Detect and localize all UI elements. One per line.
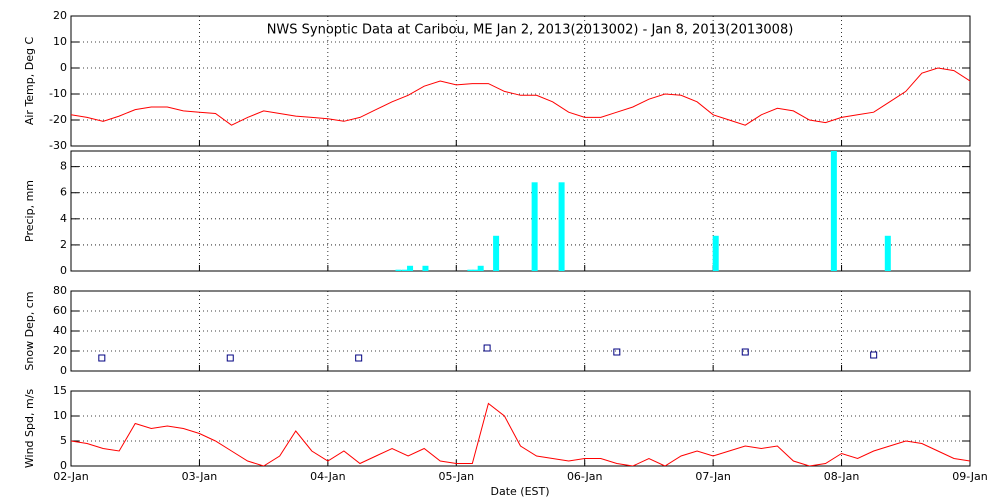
x-tick-label: 09-Jan: [952, 470, 988, 483]
point: [741, 348, 749, 356]
y-tick-label: 40: [53, 324, 67, 337]
bar: [467, 269, 474, 271]
plot-frame: [70, 150, 971, 272]
y-tick-label: 15: [53, 384, 67, 397]
line: [71, 67, 970, 126]
y-axis-label: Precip, mm: [23, 180, 36, 242]
y-tick-label: 0: [60, 61, 67, 74]
y-tick-label: 6: [60, 186, 67, 199]
point: [870, 351, 878, 359]
y-tick-label: 2: [60, 238, 67, 251]
y-tick-label: 10: [53, 35, 67, 48]
bar: [477, 265, 484, 271]
bar: [401, 269, 408, 271]
y-tick-label: 5: [60, 434, 67, 447]
bar: [830, 151, 837, 271]
plot-frame: [70, 290, 971, 372]
y-tick-label: 10: [53, 409, 67, 422]
point: [613, 348, 621, 356]
x-tick-label: 02-Jan: [53, 470, 89, 483]
x-tick-label: 07-Jan: [695, 470, 731, 483]
y-axis-label: Snow Dep, cm: [23, 291, 36, 370]
y-tick-label: 80: [53, 284, 67, 297]
bar: [407, 265, 414, 271]
x-tick-label: 06-Jan: [567, 470, 603, 483]
bar: [531, 182, 538, 271]
y-axis-label: Air Temp, Deg C: [23, 37, 36, 126]
bar: [395, 269, 402, 271]
point: [355, 354, 363, 362]
x-tick-label: 08-Jan: [824, 470, 860, 483]
y-tick-label: -10: [49, 87, 67, 100]
y-tick-label: 4: [60, 212, 67, 225]
bar: [493, 235, 500, 271]
y-tick-label: -30: [49, 139, 67, 152]
point: [226, 354, 234, 362]
y-tick-label: 20: [53, 344, 67, 357]
y-tick-label: 0: [60, 264, 67, 277]
bar: [422, 265, 429, 271]
y-tick-label: -20: [49, 113, 67, 126]
y-tick-label: 20: [53, 9, 67, 22]
y-axis-label: Wind Spd, m/s: [23, 389, 36, 469]
line: [71, 402, 970, 466]
y-tick-label: 60: [53, 304, 67, 317]
point: [483, 344, 491, 352]
y-tick-label: 0: [60, 364, 67, 377]
series: [395, 151, 891, 271]
x-tick-label: 04-Jan: [310, 470, 346, 483]
chart-title: NWS Synoptic Data at Caribou, ME Jan 2, …: [267, 23, 794, 38]
y-tick-label: 0: [60, 459, 67, 472]
bar: [712, 235, 719, 271]
series: [98, 344, 878, 362]
point: [98, 354, 106, 362]
series: [71, 402, 970, 466]
bar: [884, 235, 891, 271]
x-tick-label: 03-Jan: [182, 470, 218, 483]
plot-frame: [70, 390, 971, 467]
bar: [558, 182, 565, 271]
y-tick-label: 8: [60, 160, 67, 173]
x-axis-label: Date (EST): [490, 485, 549, 498]
x-tick-label: 05-Jan: [439, 470, 475, 483]
bar: [472, 269, 479, 271]
series: [71, 67, 970, 126]
